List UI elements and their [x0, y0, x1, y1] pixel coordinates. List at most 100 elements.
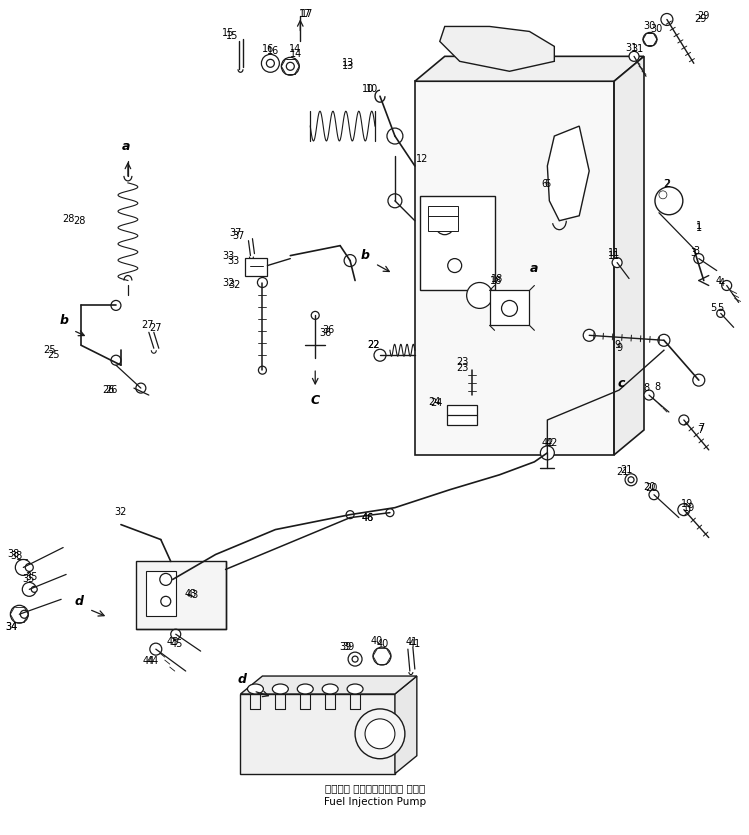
Circle shape	[346, 511, 354, 519]
Text: 41: 41	[409, 639, 421, 649]
Text: 32: 32	[115, 507, 127, 517]
Text: 15: 15	[222, 28, 234, 38]
Text: 4: 4	[718, 277, 725, 287]
Text: 16: 16	[267, 47, 279, 57]
Text: 27: 27	[142, 321, 154, 331]
Text: 5: 5	[718, 303, 724, 313]
Circle shape	[387, 128, 403, 144]
Text: 43: 43	[187, 590, 198, 600]
Text: a: a	[530, 262, 539, 275]
Circle shape	[282, 58, 300, 75]
Circle shape	[161, 596, 171, 606]
Circle shape	[261, 54, 279, 73]
Circle shape	[643, 33, 657, 47]
Text: 11: 11	[608, 250, 620, 261]
Ellipse shape	[297, 684, 313, 694]
Text: 17: 17	[299, 8, 312, 18]
Text: 46: 46	[362, 513, 374, 523]
Text: 35: 35	[25, 573, 37, 582]
Text: c: c	[617, 377, 625, 390]
Text: 31: 31	[625, 43, 637, 53]
Text: 42: 42	[545, 438, 557, 448]
Text: 39: 39	[339, 642, 351, 652]
Circle shape	[502, 301, 518, 316]
Circle shape	[312, 311, 319, 319]
Text: 37: 37	[229, 228, 242, 238]
Text: 19: 19	[682, 503, 695, 513]
Text: 9: 9	[616, 343, 622, 353]
Circle shape	[386, 509, 394, 517]
Text: 34: 34	[5, 622, 17, 632]
Circle shape	[467, 282, 493, 308]
Circle shape	[612, 257, 622, 267]
Circle shape	[352, 656, 358, 662]
Text: 36: 36	[319, 328, 331, 338]
Text: 34: 34	[5, 622, 17, 632]
Text: a: a	[122, 139, 130, 153]
Text: 24: 24	[431, 398, 443, 408]
Text: 23: 23	[456, 363, 469, 373]
Circle shape	[344, 255, 356, 266]
Circle shape	[661, 13, 673, 25]
Text: 33: 33	[222, 250, 234, 261]
Text: 24: 24	[428, 397, 441, 407]
Circle shape	[348, 652, 362, 666]
Text: 16: 16	[262, 44, 275, 54]
Circle shape	[374, 349, 386, 362]
Polygon shape	[415, 56, 644, 81]
Circle shape	[448, 259, 461, 272]
Text: 44: 44	[143, 656, 155, 666]
Text: d: d	[75, 595, 84, 608]
Bar	[490, 291, 530, 326]
Circle shape	[150, 643, 162, 655]
Text: 36: 36	[322, 326, 334, 336]
Text: 43: 43	[184, 590, 197, 600]
Circle shape	[136, 383, 146, 393]
Ellipse shape	[247, 684, 264, 694]
Bar	[428, 205, 458, 230]
Text: 9: 9	[614, 341, 620, 350]
Text: d: d	[238, 672, 247, 686]
Text: 38: 38	[7, 549, 19, 559]
Text: Fuel Injection Pump: Fuel Injection Pump	[324, 797, 426, 807]
Circle shape	[678, 504, 690, 516]
Text: 29: 29	[694, 14, 707, 24]
Text: 12: 12	[416, 154, 428, 164]
Text: 41: 41	[406, 637, 418, 647]
Text: 5: 5	[711, 303, 717, 313]
Text: 38: 38	[10, 551, 22, 561]
Text: 20: 20	[645, 483, 657, 493]
Circle shape	[15, 559, 31, 575]
Text: 28: 28	[73, 215, 85, 225]
Circle shape	[111, 301, 121, 311]
Text: 13: 13	[342, 58, 354, 68]
Text: 11: 11	[608, 248, 620, 258]
Polygon shape	[548, 126, 589, 220]
Circle shape	[717, 310, 725, 317]
Circle shape	[436, 217, 454, 235]
Circle shape	[649, 490, 659, 499]
Circle shape	[171, 630, 181, 639]
Text: 21: 21	[616, 467, 628, 477]
Circle shape	[31, 586, 37, 592]
Text: 18: 18	[491, 276, 503, 286]
Text: 14: 14	[289, 44, 301, 54]
Text: 45: 45	[166, 637, 179, 647]
Text: 27: 27	[150, 323, 162, 333]
Text: 1: 1	[696, 220, 702, 230]
Text: 8: 8	[643, 383, 649, 393]
Circle shape	[679, 415, 689, 425]
Circle shape	[258, 367, 267, 374]
Text: 22: 22	[367, 341, 379, 350]
Text: 8: 8	[654, 382, 660, 392]
Text: 42: 42	[542, 438, 554, 448]
Polygon shape	[440, 27, 554, 71]
Circle shape	[267, 59, 274, 68]
Text: 7: 7	[697, 425, 704, 435]
Text: 31: 31	[631, 44, 643, 54]
Bar	[246, 257, 267, 276]
Text: 44: 44	[147, 656, 159, 666]
Circle shape	[20, 610, 28, 618]
Text: 20: 20	[643, 482, 655, 492]
Bar	[146, 571, 176, 616]
